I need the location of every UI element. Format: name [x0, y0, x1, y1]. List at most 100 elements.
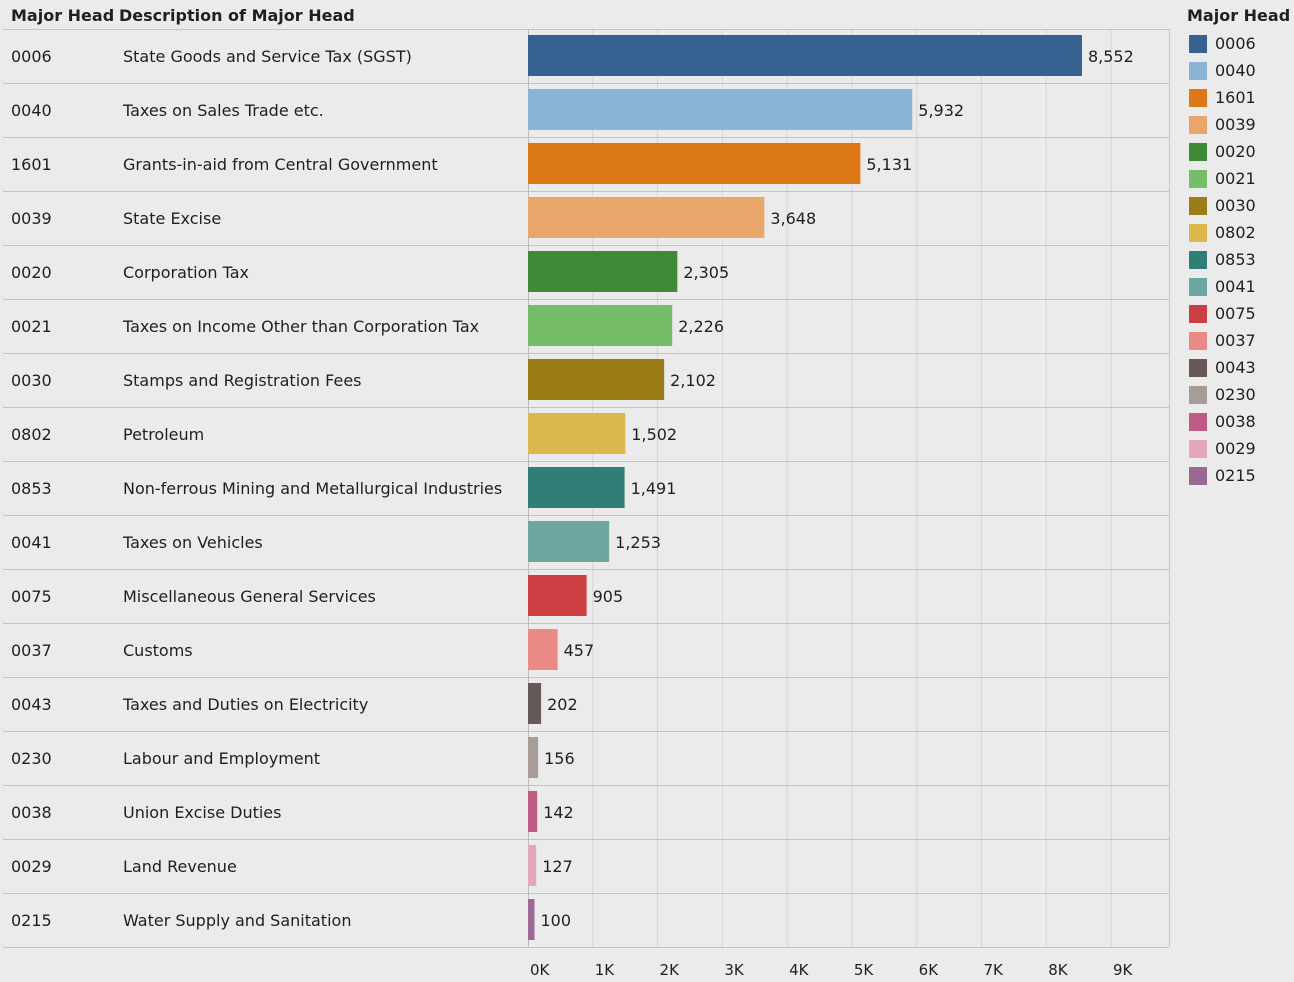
legend-swatch: [1189, 169, 1207, 188]
legend-label: 0038: [1215, 412, 1256, 431]
bar-0230: [528, 737, 539, 778]
legend-items: 0006 0040 1601 0039 0020 0021 0030 0802 0853 0041…: [1187, 30, 1291, 489]
value-label: 156: [544, 749, 575, 768]
legend-swatch: [1189, 34, 1207, 53]
legend-label: 0040: [1215, 61, 1256, 80]
legend-item[interactable]: 0039: [1187, 111, 1291, 138]
legend-item[interactable]: 0021: [1187, 165, 1291, 192]
value-label: 1,502: [631, 425, 677, 444]
legend-swatch: [1189, 358, 1207, 377]
legend-item[interactable]: 0075: [1187, 300, 1291, 327]
legend-label: 0075: [1215, 304, 1256, 323]
row-description: State Excise: [123, 209, 221, 228]
bar-0030: [528, 359, 665, 400]
row-code: 0006: [11, 47, 52, 66]
legend-title: Major Head: [1187, 6, 1291, 25]
legend-swatch: [1189, 61, 1207, 80]
legend-swatch: [1189, 466, 1207, 485]
legend-item[interactable]: 0043: [1187, 354, 1291, 381]
legend-item[interactable]: 0038: [1187, 408, 1291, 435]
legend-item[interactable]: 0215: [1187, 462, 1291, 489]
legend-label: 0853: [1215, 250, 1256, 269]
row-description: Taxes and Duties on Electricity: [122, 695, 368, 714]
legend-swatch: [1189, 115, 1207, 134]
legend-item[interactable]: 0020: [1187, 138, 1291, 165]
legend-swatch: [1189, 142, 1207, 161]
header-description: Description of Major Head: [119, 6, 355, 25]
row-code: 0021: [11, 317, 52, 336]
row-code: 0040: [11, 101, 52, 120]
legend-label: 0006: [1215, 34, 1256, 53]
legend-label: 0029: [1215, 439, 1256, 458]
value-label: 457: [564, 641, 595, 660]
legend-label: 0230: [1215, 385, 1256, 404]
bar-0043: [528, 683, 542, 724]
x-tick-label: 8K: [1048, 961, 1069, 979]
bar-0215: [528, 899, 535, 940]
legend-item[interactable]: 0037: [1187, 327, 1291, 354]
legend-item[interactable]: 0041: [1187, 273, 1291, 300]
row-code: 0853: [11, 479, 52, 498]
legend-swatch: [1189, 385, 1207, 404]
x-tick-label: 2K: [660, 961, 681, 979]
legend-swatch: [1189, 223, 1207, 242]
legend-label: 0802: [1215, 223, 1256, 242]
legend-label: 0039: [1215, 115, 1256, 134]
value-label: 2,102: [670, 371, 716, 390]
x-tick-label: 4K: [789, 961, 810, 979]
row-description: Non-ferrous Mining and Metallurgical Ind…: [123, 479, 502, 498]
row-code: 0802: [11, 425, 52, 444]
row-separators: [3, 29, 1169, 948]
row-description: Labour and Employment: [123, 749, 320, 768]
legend-item[interactable]: 0230: [1187, 381, 1291, 408]
legend-item[interactable]: 0029: [1187, 435, 1291, 462]
header-major-head: Major Head: [11, 6, 115, 25]
legend-label: 0215: [1215, 466, 1256, 485]
row-description: Petroleum: [123, 425, 204, 444]
value-label: 202: [547, 695, 578, 714]
value-label: 5,932: [918, 101, 964, 120]
row-code: 0230: [11, 749, 52, 768]
legend-item[interactable]: 1601: [1187, 84, 1291, 111]
legend-item[interactable]: 0802: [1187, 219, 1291, 246]
legend-item[interactable]: 0040: [1187, 57, 1291, 84]
row-description: Stamps and Registration Fees: [123, 371, 362, 390]
value-label: 2,305: [683, 263, 729, 282]
legend-label: 0021: [1215, 169, 1256, 188]
legend-label: 0020: [1215, 142, 1256, 161]
row-code: 0215: [11, 911, 52, 930]
legend-label: 0030: [1215, 196, 1256, 215]
bar-0029: [528, 845, 537, 886]
legend-swatch: [1189, 277, 1207, 296]
legend-item[interactable]: 0006: [1187, 30, 1291, 57]
row-description: Corporation Tax: [123, 263, 249, 282]
legend-swatch: [1189, 412, 1207, 431]
legend-label: 0043: [1215, 358, 1256, 377]
row-code: 0041: [11, 533, 52, 552]
x-tick-label: 1K: [595, 961, 616, 979]
legend-label: 0037: [1215, 331, 1256, 350]
row-description: Customs: [123, 641, 193, 660]
bar-0006: [528, 35, 1082, 76]
bar-0802: [528, 413, 626, 454]
row-description: Grants-in-aid from Central Government: [123, 155, 438, 174]
x-tick-label: 7K: [983, 961, 1004, 979]
bar-0020: [528, 251, 678, 292]
value-label: 2,226: [678, 317, 724, 336]
bar-0040: [528, 89, 913, 130]
legend-item[interactable]: 0853: [1187, 246, 1291, 273]
bar-1601: [528, 143, 861, 184]
row-code: 1601: [11, 155, 52, 174]
x-tick-label: 0K: [530, 961, 551, 979]
legend-swatch: [1189, 331, 1207, 350]
bar-0038: [528, 791, 538, 832]
legend-item[interactable]: 0030: [1187, 192, 1291, 219]
value-label: 8,552: [1088, 47, 1134, 66]
row-code: 0043: [11, 695, 52, 714]
row-code: 0039: [11, 209, 52, 228]
x-tick-label: 3K: [724, 961, 745, 979]
legend-label: 0041: [1215, 277, 1256, 296]
bar-0037: [528, 629, 558, 670]
row-description: Taxes on Sales Trade etc.: [122, 101, 324, 120]
row-code: 0030: [11, 371, 52, 390]
